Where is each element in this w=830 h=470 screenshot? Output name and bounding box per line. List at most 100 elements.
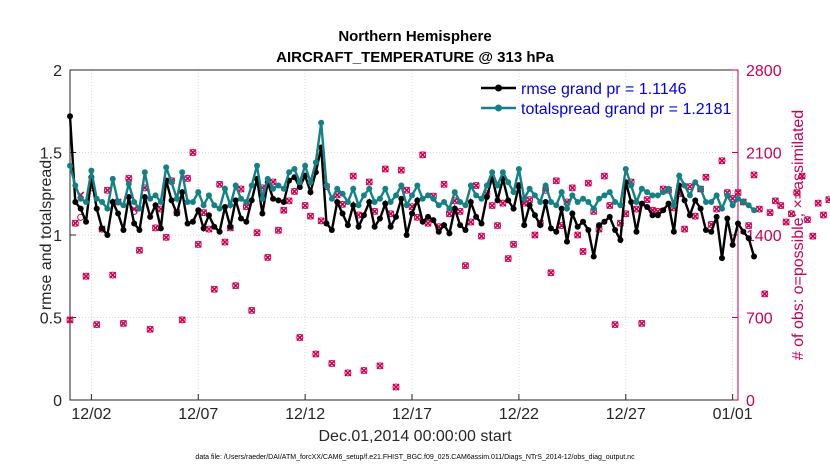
obs-assimilated-marker bbox=[274, 226, 282, 234]
x-tick-label: 12/27 bbox=[606, 406, 646, 423]
obs-possible-marker bbox=[771, 197, 779, 205]
obs-assimilated-marker bbox=[301, 201, 309, 210]
totalspread-point bbox=[708, 199, 715, 205]
obs-assimilated-marker bbox=[606, 201, 614, 210]
totalspread-point bbox=[168, 179, 175, 186]
rmse-point bbox=[131, 220, 138, 227]
totalspread-point bbox=[109, 175, 116, 182]
rmse-point bbox=[248, 197, 255, 204]
obs-possible-marker bbox=[146, 325, 154, 333]
legend-swatch-marker bbox=[495, 104, 502, 112]
obs-possible-marker bbox=[93, 321, 101, 329]
totalspread-point bbox=[441, 199, 448, 205]
totalspread-point bbox=[141, 169, 148, 176]
totalspread-point bbox=[457, 199, 464, 205]
obs-possible-marker bbox=[734, 189, 742, 197]
obs-assimilated-marker bbox=[413, 213, 421, 221]
totalspread-point bbox=[296, 179, 303, 186]
totalspread-point bbox=[120, 202, 127, 209]
obs-assimilated-marker bbox=[552, 177, 560, 185]
rmse-point bbox=[718, 255, 725, 262]
obs-assimilated-marker bbox=[809, 232, 817, 240]
totalspread-point bbox=[157, 199, 164, 205]
rmse-point bbox=[660, 207, 667, 214]
rmse-point bbox=[745, 235, 752, 242]
rmse-point bbox=[740, 228, 747, 235]
rmse-point bbox=[270, 195, 277, 202]
rmse-point bbox=[141, 194, 148, 201]
totalspread-point bbox=[740, 199, 747, 205]
obs-assimilated-marker bbox=[184, 174, 192, 182]
totalspread-point bbox=[403, 202, 410, 209]
obs-possible-marker bbox=[611, 321, 619, 329]
totalspread-point bbox=[216, 205, 223, 212]
obs-assimilated-marker bbox=[472, 181, 480, 190]
totalspread-point bbox=[569, 192, 576, 199]
totalspread-point bbox=[553, 202, 560, 209]
footer-data-file: data file: /Users/raeder/DAI/ATM_forcXX/… bbox=[195, 454, 635, 461]
obs-assimilated-marker bbox=[397, 166, 405, 174]
obs-assimilated-marker bbox=[750, 171, 758, 179]
rmse-point bbox=[569, 210, 576, 217]
totalspread-point bbox=[189, 199, 196, 205]
totalspread-point bbox=[125, 180, 132, 187]
y2-tick-label: 2800 bbox=[746, 63, 782, 80]
rmse-point bbox=[392, 213, 399, 220]
obs-possible-series bbox=[66, 149, 830, 391]
rmse-point bbox=[366, 199, 373, 205]
obs-assimilated-marker bbox=[296, 333, 304, 342]
rmse-point bbox=[136, 227, 143, 234]
obs-assimilated-marker bbox=[531, 231, 539, 239]
obs-possible-marker bbox=[461, 262, 469, 270]
obs-possible-marker bbox=[798, 172, 806, 180]
obs-assimilated-marker bbox=[194, 240, 202, 248]
totalspread-point bbox=[681, 182, 688, 189]
x-tick-label: 12/17 bbox=[392, 406, 432, 423]
totalspread-point bbox=[280, 185, 287, 192]
totalspread-point bbox=[152, 192, 159, 199]
obs-possible-marker bbox=[248, 306, 256, 314]
obs-possible-marker bbox=[200, 209, 208, 217]
totalspread-point bbox=[227, 202, 234, 209]
totalspread-point bbox=[376, 195, 383, 202]
rmse-point bbox=[751, 253, 758, 260]
rmse-point bbox=[371, 223, 378, 230]
totalspread-point bbox=[286, 169, 293, 176]
obs-assimilated-marker bbox=[713, 205, 721, 213]
totalspread-point bbox=[83, 199, 90, 205]
totalspread-point bbox=[163, 164, 170, 171]
obs-assimilated-marker bbox=[109, 271, 117, 279]
rmse-point bbox=[344, 222, 351, 229]
rmse-point bbox=[638, 200, 645, 207]
obs-possible-marker bbox=[820, 211, 828, 219]
obs-assimilated-marker bbox=[381, 165, 389, 173]
obs-assimilated-marker bbox=[600, 172, 608, 180]
obs-possible-marker bbox=[793, 189, 801, 197]
obs-assimilated-marker bbox=[119, 319, 128, 327]
totalspread-point bbox=[67, 162, 73, 169]
obs-possible-marker bbox=[782, 218, 790, 226]
obs-possible-marker bbox=[419, 151, 427, 159]
obs-possible-marker bbox=[600, 172, 608, 180]
obs-possible-marker bbox=[66, 316, 74, 324]
obs-possible-marker bbox=[638, 319, 646, 327]
rmse-point bbox=[168, 197, 175, 204]
rmse-point bbox=[296, 184, 303, 191]
rmse-point bbox=[649, 212, 656, 219]
totalspread-point bbox=[136, 205, 143, 212]
rmse-point bbox=[558, 205, 565, 212]
obs-possible-marker bbox=[221, 238, 229, 246]
obs-assimilated-marker bbox=[93, 321, 101, 329]
obs-assimilated-marker bbox=[825, 196, 830, 204]
obs-possible-marker bbox=[82, 272, 90, 280]
rmse-point bbox=[590, 253, 597, 260]
obs-possible-marker bbox=[616, 219, 624, 227]
x-tick-label: 12/12 bbox=[285, 406, 325, 423]
rmse-point bbox=[606, 213, 613, 220]
obs-possible-marker bbox=[809, 232, 817, 240]
obs-possible-marker bbox=[552, 177, 560, 185]
obs-assimilated-marker bbox=[798, 172, 806, 180]
totalspread-point bbox=[713, 192, 720, 199]
totalspread-point bbox=[147, 195, 154, 202]
obs-assimilated-marker bbox=[151, 224, 160, 232]
